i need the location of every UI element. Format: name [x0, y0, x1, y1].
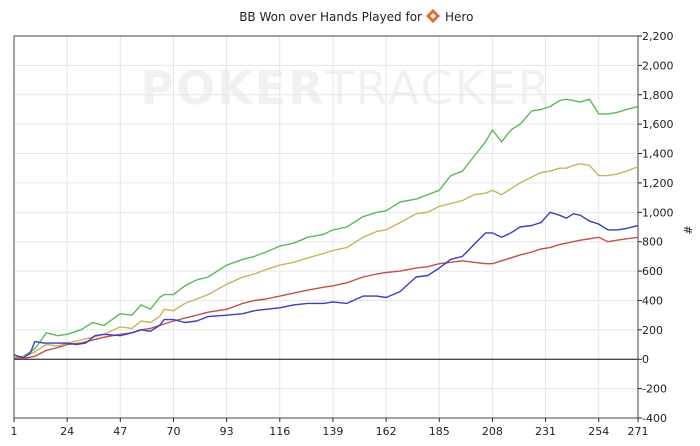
x-tick-label: 231: [535, 425, 556, 438]
player-name: Hero: [445, 10, 473, 24]
y-tick-label: 1,600: [642, 118, 674, 131]
chart-title-text: BB Won over Hands Played for: [239, 10, 422, 24]
plot-frame: [13, 35, 639, 419]
x-tick-label: 70: [166, 425, 180, 438]
x-tick-label: 185: [429, 425, 450, 438]
chart-title: BB Won over Hands Played for Hero: [239, 8, 473, 24]
player-diamond-icon: [425, 8, 441, 24]
series-line-1: [13, 98, 639, 359]
y-tick-label: 1,000: [642, 206, 674, 219]
series-line-4: [13, 211, 639, 359]
x-tick-label: 116: [269, 425, 290, 438]
x-tick-label: 139: [322, 425, 343, 438]
watermark: POKERTRACKER: [140, 61, 551, 115]
watermark-bold: POKER: [140, 61, 325, 115]
series-line-3: [13, 236, 639, 360]
y-tick-label: 0: [642, 353, 649, 366]
x-tick-label: 93: [220, 425, 234, 438]
y-tick-label: -400: [642, 412, 667, 425]
y-tick-label: 1,800: [642, 89, 674, 102]
y-tick-label: 600: [642, 265, 663, 278]
x-tick-label: 1: [11, 425, 18, 438]
watermark-light: TRACKER: [325, 61, 552, 115]
series-line-2: [13, 163, 639, 359]
y-tick-label: 400: [642, 294, 663, 307]
y-tick-label: 1,400: [642, 148, 674, 161]
x-tick-label: 254: [588, 425, 609, 438]
y-tick-label: 2,000: [642, 59, 674, 72]
x-tick-label: 162: [376, 425, 397, 438]
x-tick-label: 271: [628, 425, 649, 438]
x-tick-label: 47: [113, 425, 127, 438]
x-tick-label: 24: [60, 425, 74, 438]
y-tick-label: 1,200: [642, 177, 674, 190]
y-tick-label: 2,200: [642, 30, 674, 43]
y-axis-label: #: [682, 225, 695, 234]
plot-area: POKERTRACKER -400 -200 0 200 400 600 800 1,000 1,…: [11, 30, 674, 438]
y-tick-label: 800: [642, 236, 663, 249]
x-tick-label: 208: [482, 425, 503, 438]
y-tick-label: 200: [642, 324, 663, 337]
y-tick-label: -200: [642, 383, 667, 396]
